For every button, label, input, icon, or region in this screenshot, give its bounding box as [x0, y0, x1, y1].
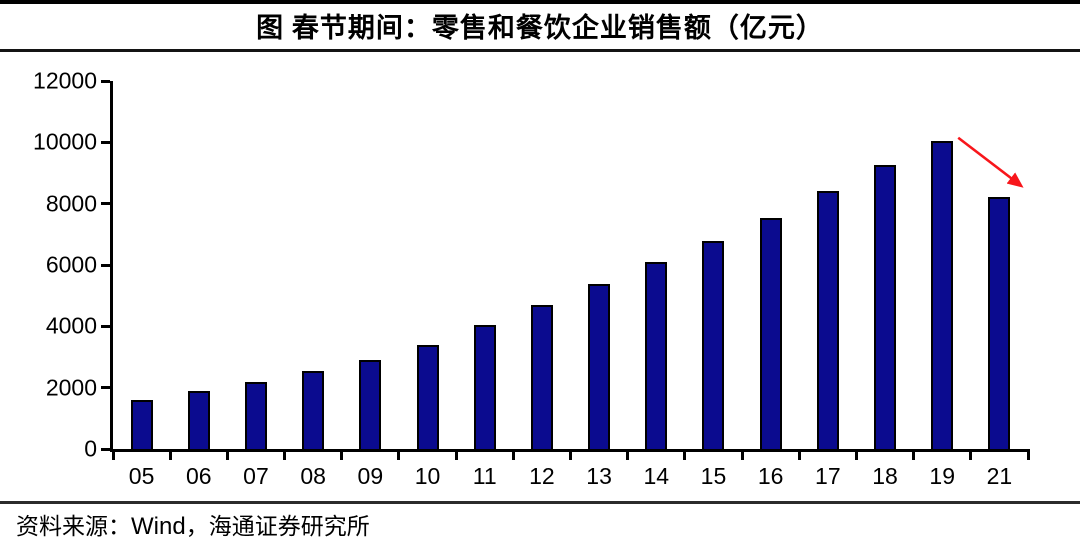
x-axis-tick-label: 21	[986, 463, 1013, 489]
x-axis-tick-label: 14	[643, 463, 670, 489]
bar-10	[416, 344, 439, 449]
x-axis-tick	[569, 449, 572, 460]
y-axis-tick	[101, 324, 110, 328]
x-axis-tick	[511, 449, 515, 460]
x-axis-tick-label: 15	[700, 463, 727, 489]
x-axis-tick	[111, 449, 115, 460]
bar-12	[530, 304, 553, 449]
x-axis-tick	[168, 449, 172, 460]
bar-19	[931, 140, 954, 449]
x-axis-tick	[1026, 449, 1030, 460]
y-axis-tick-label: 6000	[45, 251, 97, 278]
bar-15	[702, 241, 725, 449]
x-axis-tick	[740, 449, 744, 460]
x-axis-tick	[340, 449, 344, 460]
x-axis-tick-label: 06	[185, 463, 212, 489]
bar-14	[645, 261, 668, 449]
y-axis-tick	[101, 263, 110, 267]
bar-08	[302, 370, 325, 449]
y-axis-tick	[101, 386, 110, 390]
y-axis-tick	[101, 202, 110, 206]
y-axis-line	[110, 81, 113, 452]
bar-13	[588, 283, 611, 449]
bar-17	[816, 191, 839, 449]
x-axis-tick	[454, 449, 458, 460]
x-axis-tick	[969, 449, 973, 460]
x-axis-tick-label: 10	[414, 463, 441, 489]
bar-09	[359, 360, 382, 449]
x-axis-tick	[225, 449, 229, 460]
y-axis-tick	[101, 447, 110, 451]
figure-title: 图 春节期间：零售和餐饮企业销售额（亿元）	[256, 13, 824, 43]
x-axis-tick-label: 11	[472, 463, 497, 489]
bar-21	[988, 197, 1011, 449]
title-underline	[0, 49, 1080, 52]
chart-plot-area: 0 2000 4000 6000 8000 10000 12000 05 06 07 08 09 10 1…	[33, 68, 1030, 489]
x-axis-tick	[283, 449, 287, 460]
bar-06	[187, 390, 210, 449]
bar-18	[874, 165, 897, 449]
x-axis-tick	[912, 449, 916, 460]
x-axis-tick-label: 16	[757, 463, 784, 489]
x-axis-tick-label: 08	[300, 463, 326, 489]
bar-05	[130, 399, 153, 449]
y-axis-tick-label: 12000	[33, 67, 97, 94]
y-axis-tick-label: 8000	[45, 190, 97, 217]
y-axis-tick-label: 0	[84, 435, 97, 462]
top-border-line	[0, 0, 1080, 4]
y-axis-tick	[101, 140, 110, 144]
x-axis-tick	[626, 449, 630, 460]
source-note: 资料来源：Wind，海通证券研究所	[16, 507, 370, 541]
x-axis-tick	[854, 449, 858, 460]
x-axis-tick-label: 13	[586, 463, 612, 489]
source-wind: Wind	[131, 513, 186, 540]
x-axis-tick	[797, 449, 801, 460]
x-axis-tick-label: 18	[872, 463, 898, 489]
x-axis-tick-label: 07	[243, 463, 269, 489]
y-axis-tick-label: 10000	[33, 128, 97, 155]
x-axis-tick-label: 19	[929, 463, 956, 489]
x-axis-tick-label: 09	[357, 463, 384, 489]
source-suffix: ，海通证券研究所	[185, 514, 370, 539]
source-prefix: 资料来源：	[16, 514, 131, 539]
y-axis-tick-label: 2000	[45, 374, 97, 401]
bar-11	[473, 324, 496, 449]
x-axis-tick-label: 17	[815, 463, 841, 489]
footer-divider-line	[0, 501, 1080, 504]
x-axis-tick	[683, 449, 687, 460]
y-axis-tick	[101, 79, 110, 83]
x-axis-tick	[397, 449, 401, 460]
bar-16	[759, 217, 782, 449]
y-axis-tick-label: 4000	[45, 312, 97, 339]
x-axis-tick-label: 05	[128, 463, 155, 489]
bar-07	[244, 381, 267, 449]
x-axis-tick-label: 12	[529, 463, 555, 489]
